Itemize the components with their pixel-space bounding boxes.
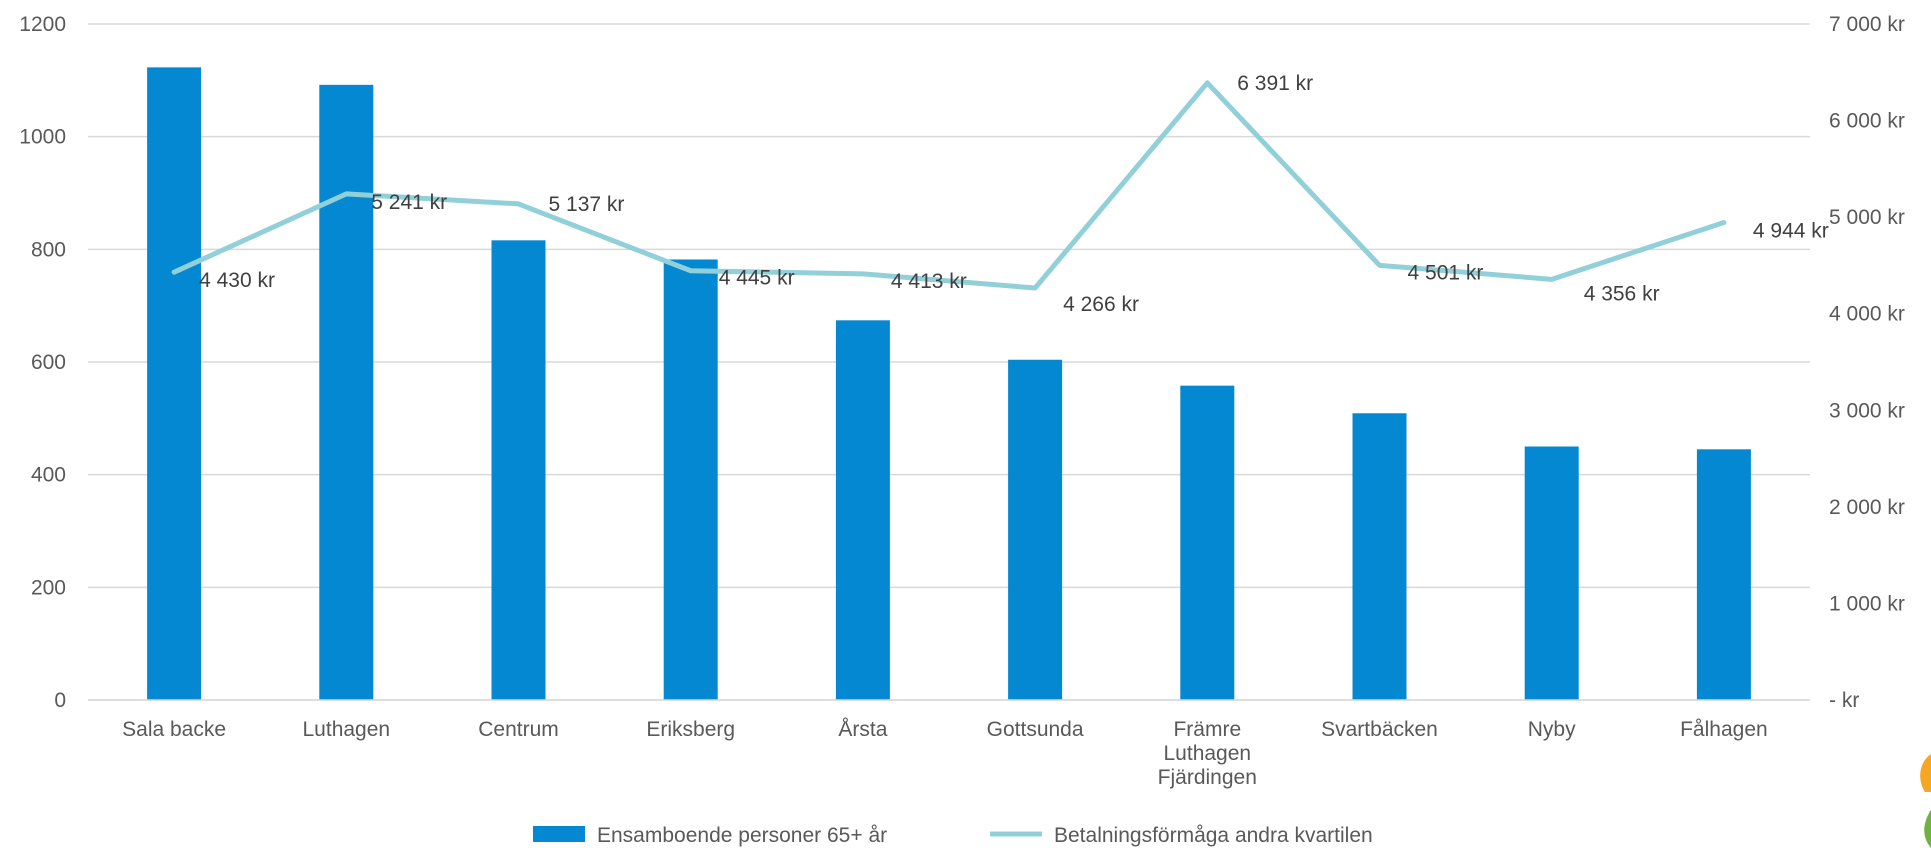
x-tick-label: Gottsunda <box>987 718 1084 741</box>
bar <box>319 84 374 701</box>
legend-label-bars: Ensamboende personer 65+ år <box>597 824 887 847</box>
x-tick-label-line: Årsta <box>838 718 887 741</box>
line-data-label: 4 356 kr <box>1584 282 1660 305</box>
x-tick-label-line: Fålhagen <box>1680 718 1768 741</box>
bar <box>1180 385 1235 700</box>
x-tick-label-line: Luthagen <box>303 718 391 741</box>
left-y-tick-label: 1000 <box>19 126 66 149</box>
right-y-tick-label: 3 000 kr <box>1829 399 1905 422</box>
bar <box>1524 446 1579 700</box>
line-data-label: 4 413 kr <box>891 270 967 293</box>
left-y-tick-label: 1200 <box>19 13 66 36</box>
left-y-tick-label: 200 <box>31 576 66 599</box>
left-y-tick-label: 800 <box>31 238 66 261</box>
legend-swatch-bars <box>533 826 585 842</box>
right-y-tick-label: 5 000 kr <box>1829 206 1905 229</box>
x-tick-label: Luthagen <box>303 718 391 741</box>
line-data-label: 4 445 kr <box>719 267 795 290</box>
x-tick-label-line: Främre <box>1173 718 1241 741</box>
decorative-leaf-icon <box>1920 754 1931 848</box>
bar <box>1696 449 1751 700</box>
line-data-label: 4 266 kr <box>1063 293 1139 316</box>
x-axis: Sala backe Luthagen Centrum Eriksberg Årsta G… <box>88 699 1810 789</box>
right-y-tick-label: 4 000 kr <box>1829 303 1905 326</box>
gridlines <box>88 23 1810 701</box>
x-tick-label-line: Centrum <box>478 718 559 741</box>
bar <box>835 320 890 700</box>
legend: Ensamboende personer 65+ år Betalningsfö… <box>533 824 1373 847</box>
line-data-label: 4 430 kr <box>199 269 275 292</box>
bar <box>491 240 546 700</box>
right-y-tick-label: 7 000 kr <box>1829 13 1905 36</box>
right-y-tick-label: 2 000 kr <box>1829 496 1905 519</box>
line-data-label: 5 241 kr <box>371 191 447 214</box>
line-data-label: 5 137 kr <box>549 193 625 216</box>
left-y-tick-label: 600 <box>31 351 66 374</box>
x-tick-label: Sala backe <box>122 718 226 741</box>
x-tick-label-line: Luthagen <box>1164 742 1252 765</box>
bar <box>1352 413 1407 700</box>
bar <box>663 259 718 700</box>
x-tick-label: Svartbäcken <box>1321 718 1438 741</box>
right-y-tick-label: - kr <box>1829 689 1859 712</box>
right-y-tick-label: 6 000 kr <box>1829 110 1905 133</box>
left-y-tick-label: 0 <box>54 689 66 712</box>
x-tick-label: Årsta <box>838 718 887 741</box>
right-y-axis: - kr 1 000 kr 2 000 kr 3 000 kr 4 000 kr 5 00… <box>1829 13 1905 712</box>
x-tick-label-line: Nyby <box>1528 718 1576 741</box>
x-tick-label-line: Sala backe <box>122 718 226 741</box>
bar-series <box>147 67 1751 701</box>
left-y-tick-label: 400 <box>31 464 66 487</box>
x-tick-label: Centrum <box>478 718 559 741</box>
x-tick-label-line: Gottsunda <box>987 718 1084 741</box>
x-tick-label: Eriksberg <box>646 718 735 741</box>
line-data-label: 4 944 kr <box>1753 220 1829 243</box>
x-tick-label-line: Fjärdingen <box>1158 766 1257 789</box>
bar <box>147 67 202 701</box>
line-data-label: 4 501 kr <box>1408 261 1484 284</box>
series-line <box>171 80 1727 291</box>
bar <box>1008 359 1063 700</box>
left-y-axis: 0 200 400 600 800 1000 1200 <box>19 13 66 712</box>
legend-label-line: Betalningsförmåga andra kvartilen <box>1054 824 1373 847</box>
right-y-tick-label: 1 000 kr <box>1829 592 1905 615</box>
line-series <box>171 80 1727 291</box>
line-data-label: 6 391 kr <box>1237 72 1313 95</box>
x-tick-label: Fålhagen <box>1680 718 1768 741</box>
data-labels: 4 430 kr 5 241 kr 5 137 kr 4 445 kr 4 413 kr… <box>199 72 1829 316</box>
x-tick-label-line: Eriksberg <box>646 718 735 741</box>
x-tick-label: Främre Luthagen Fjärdingen <box>1158 718 1257 789</box>
x-tick-label: Nyby <box>1528 718 1576 741</box>
x-tick-label-line: Svartbäcken <box>1321 718 1438 741</box>
